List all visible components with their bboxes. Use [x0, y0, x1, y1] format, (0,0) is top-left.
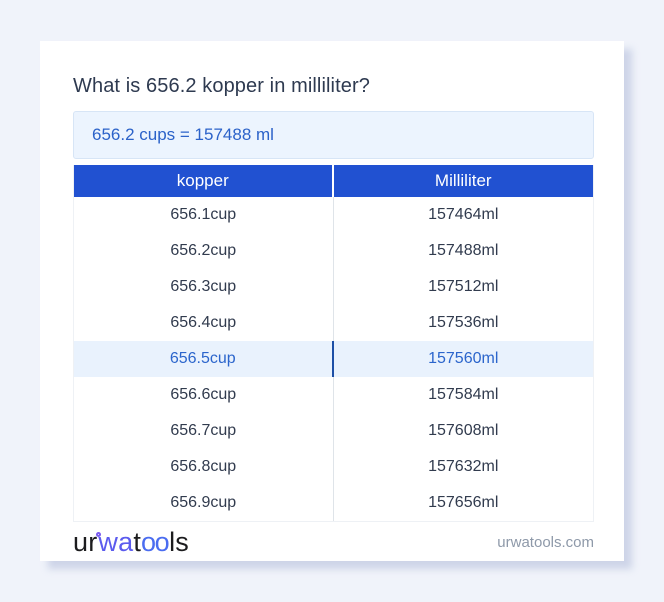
kopper-cell: 656.1cup — [74, 197, 334, 233]
kopper-cell: 656.5cup — [74, 341, 334, 377]
logo-text-t: t — [133, 527, 142, 557]
urwatools-logo[interactable]: urwatools — [73, 529, 189, 556]
kopper-cell: 656.8cup — [74, 449, 334, 485]
logo-text-oo: oo — [141, 527, 170, 557]
conversion-result-text: 656.2 cups = 157488 ml — [92, 125, 274, 144]
table-header-milliliter: Milliliter — [333, 165, 593, 197]
table-row[interactable]: 656.9cup 157656ml — [74, 485, 593, 521]
conversion-table: kopper Milliliter 656.1cup 157464ml 656.2c… — [73, 165, 594, 522]
table-row[interactable]: 656.3cup 157512ml — [74, 269, 593, 305]
kopper-cell: 656.3cup — [74, 269, 334, 305]
table-row[interactable]: 656.5cup 157560ml — [74, 341, 593, 377]
card-footer: urwatools urwatools.com — [73, 522, 594, 563]
logo-text-ur: ur — [73, 527, 98, 557]
milliliter-cell: 157464ml — [333, 197, 593, 233]
table-header-row: kopper Milliliter — [74, 165, 593, 197]
milliliter-cell: 157536ml — [333, 305, 593, 341]
kopper-cell: 656.4cup — [74, 305, 334, 341]
conversion-result-box: 656.2 cups = 157488 ml — [73, 111, 594, 159]
converter-card: What is 656.2 kopper in milliliter? 656.… — [40, 41, 624, 561]
table-row[interactable]: 656.1cup 157464ml — [74, 197, 593, 233]
kopper-cell: 656.9cup — [74, 485, 334, 521]
milliliter-cell: 157632ml — [333, 449, 593, 485]
table-header-kopper: kopper — [74, 165, 334, 197]
kopper-cell: 656.7cup — [74, 413, 334, 449]
milliliter-cell: 157584ml — [333, 377, 593, 413]
site-url: urwatools.com — [497, 534, 594, 551]
milliliter-cell: 157488ml — [333, 233, 593, 269]
table-row[interactable]: 656.6cup 157584ml — [74, 377, 593, 413]
logo-text-wa: wa — [98, 527, 134, 557]
table-row[interactable]: 656.2cup 157488ml — [74, 233, 593, 269]
milliliter-cell: 157512ml — [333, 269, 593, 305]
table-row[interactable]: 656.7cup 157608ml — [74, 413, 593, 449]
logo-ring-icon — [96, 532, 102, 537]
table-row[interactable]: 656.4cup 157536ml — [74, 305, 593, 341]
kopper-cell: 656.2cup — [74, 233, 334, 269]
milliliter-cell: 157608ml — [333, 413, 593, 449]
milliliter-cell: 157560ml — [333, 341, 593, 377]
milliliter-cell: 157656ml — [333, 485, 593, 521]
kopper-cell: 656.6cup — [74, 377, 334, 413]
page-title: What is 656.2 kopper in milliliter? — [73, 75, 370, 97]
table-row[interactable]: 656.8cup 157632ml — [74, 449, 593, 485]
logo-text-ls: ls — [169, 527, 189, 557]
